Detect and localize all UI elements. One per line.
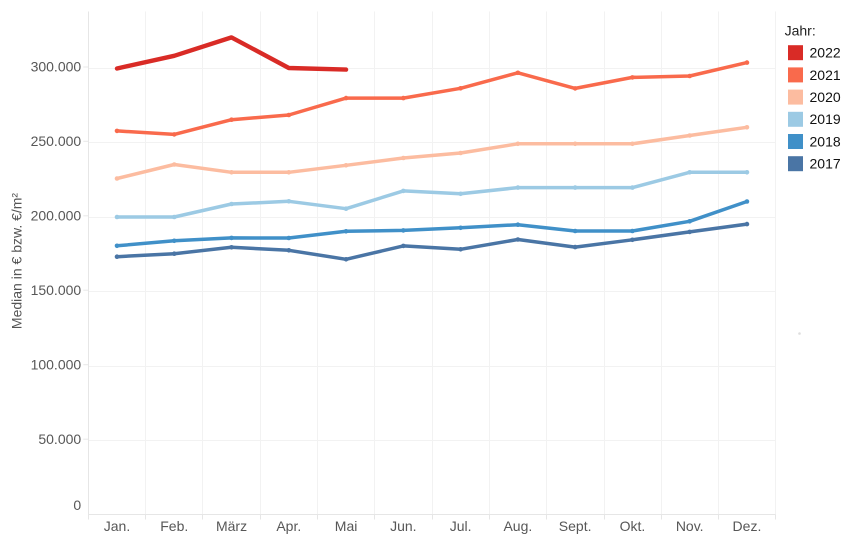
svg-text:Dez.: Dez. — [733, 518, 762, 534]
svg-text:Jan.: Jan. — [104, 518, 130, 534]
svg-text:Jun.: Jun. — [390, 518, 416, 534]
svg-text:200.000: 200.000 — [31, 208, 82, 224]
svg-text:150.000: 150.000 — [31, 282, 82, 298]
svg-text:2019: 2019 — [810, 111, 841, 127]
svg-text:2022: 2022 — [810, 45, 841, 61]
svg-text:0: 0 — [73, 497, 81, 513]
svg-text:2018: 2018 — [810, 133, 841, 149]
svg-text:Apr.: Apr. — [276, 518, 301, 534]
svg-text:Nov.: Nov. — [676, 518, 704, 534]
svg-text:Feb.: Feb. — [160, 518, 188, 534]
svg-text:Jul.: Jul. — [450, 518, 472, 534]
svg-text:2020: 2020 — [810, 89, 841, 105]
svg-text:2017: 2017 — [810, 156, 841, 172]
svg-text:50.000: 50.000 — [38, 431, 81, 447]
svg-text:Jahr:: Jahr: — [785, 23, 816, 39]
svg-text:100.000: 100.000 — [31, 357, 82, 373]
svg-text:2021: 2021 — [810, 67, 841, 83]
svg-text:Median in € bzw. €/m²: Median in € bzw. €/m² — [9, 193, 25, 330]
svg-text:300.000: 300.000 — [31, 59, 82, 75]
svg-text:Aug.: Aug. — [503, 518, 532, 534]
svg-text:Mai: Mai — [335, 518, 358, 534]
svg-text:250.000: 250.000 — [31, 133, 82, 149]
svg-text:Sept.: Sept. — [559, 518, 592, 534]
svg-text:März: März — [216, 518, 247, 534]
svg-text:Okt.: Okt. — [620, 518, 646, 534]
